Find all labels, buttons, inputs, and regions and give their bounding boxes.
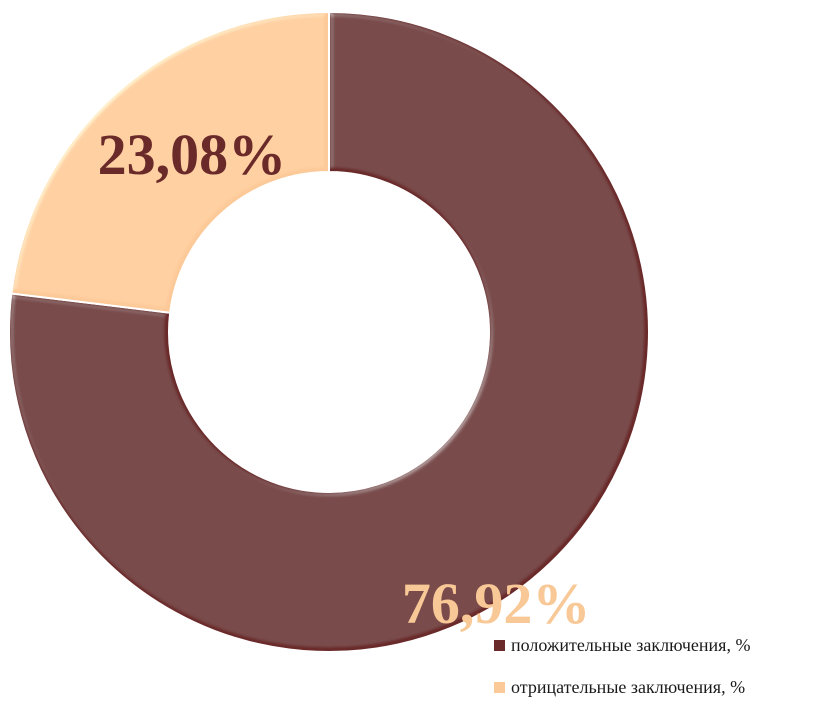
- donut-data-labels: 76,92% 23,08%: [98, 122, 591, 636]
- legend-item-negative: отрицательные заключения, %: [494, 676, 750, 698]
- legend-item-positive: положительные заключения, %: [494, 634, 750, 656]
- legend-swatch-negative: [494, 681, 505, 693]
- donut-slices: [8, 10, 650, 653]
- donut-slice-0: [8, 10, 650, 653]
- data-label-0: 76,92%: [402, 571, 591, 636]
- legend-label-positive: положительные заключения, %: [511, 634, 751, 655]
- donut-slice-1: [10, 10, 330, 314]
- legend: положительные заключения, % отрицательны…: [494, 634, 750, 718]
- legend-label-negative: отрицательные заключения, %: [511, 676, 746, 697]
- data-label-1: 23,08%: [98, 122, 287, 187]
- legend-swatch-positive: [494, 639, 505, 651]
